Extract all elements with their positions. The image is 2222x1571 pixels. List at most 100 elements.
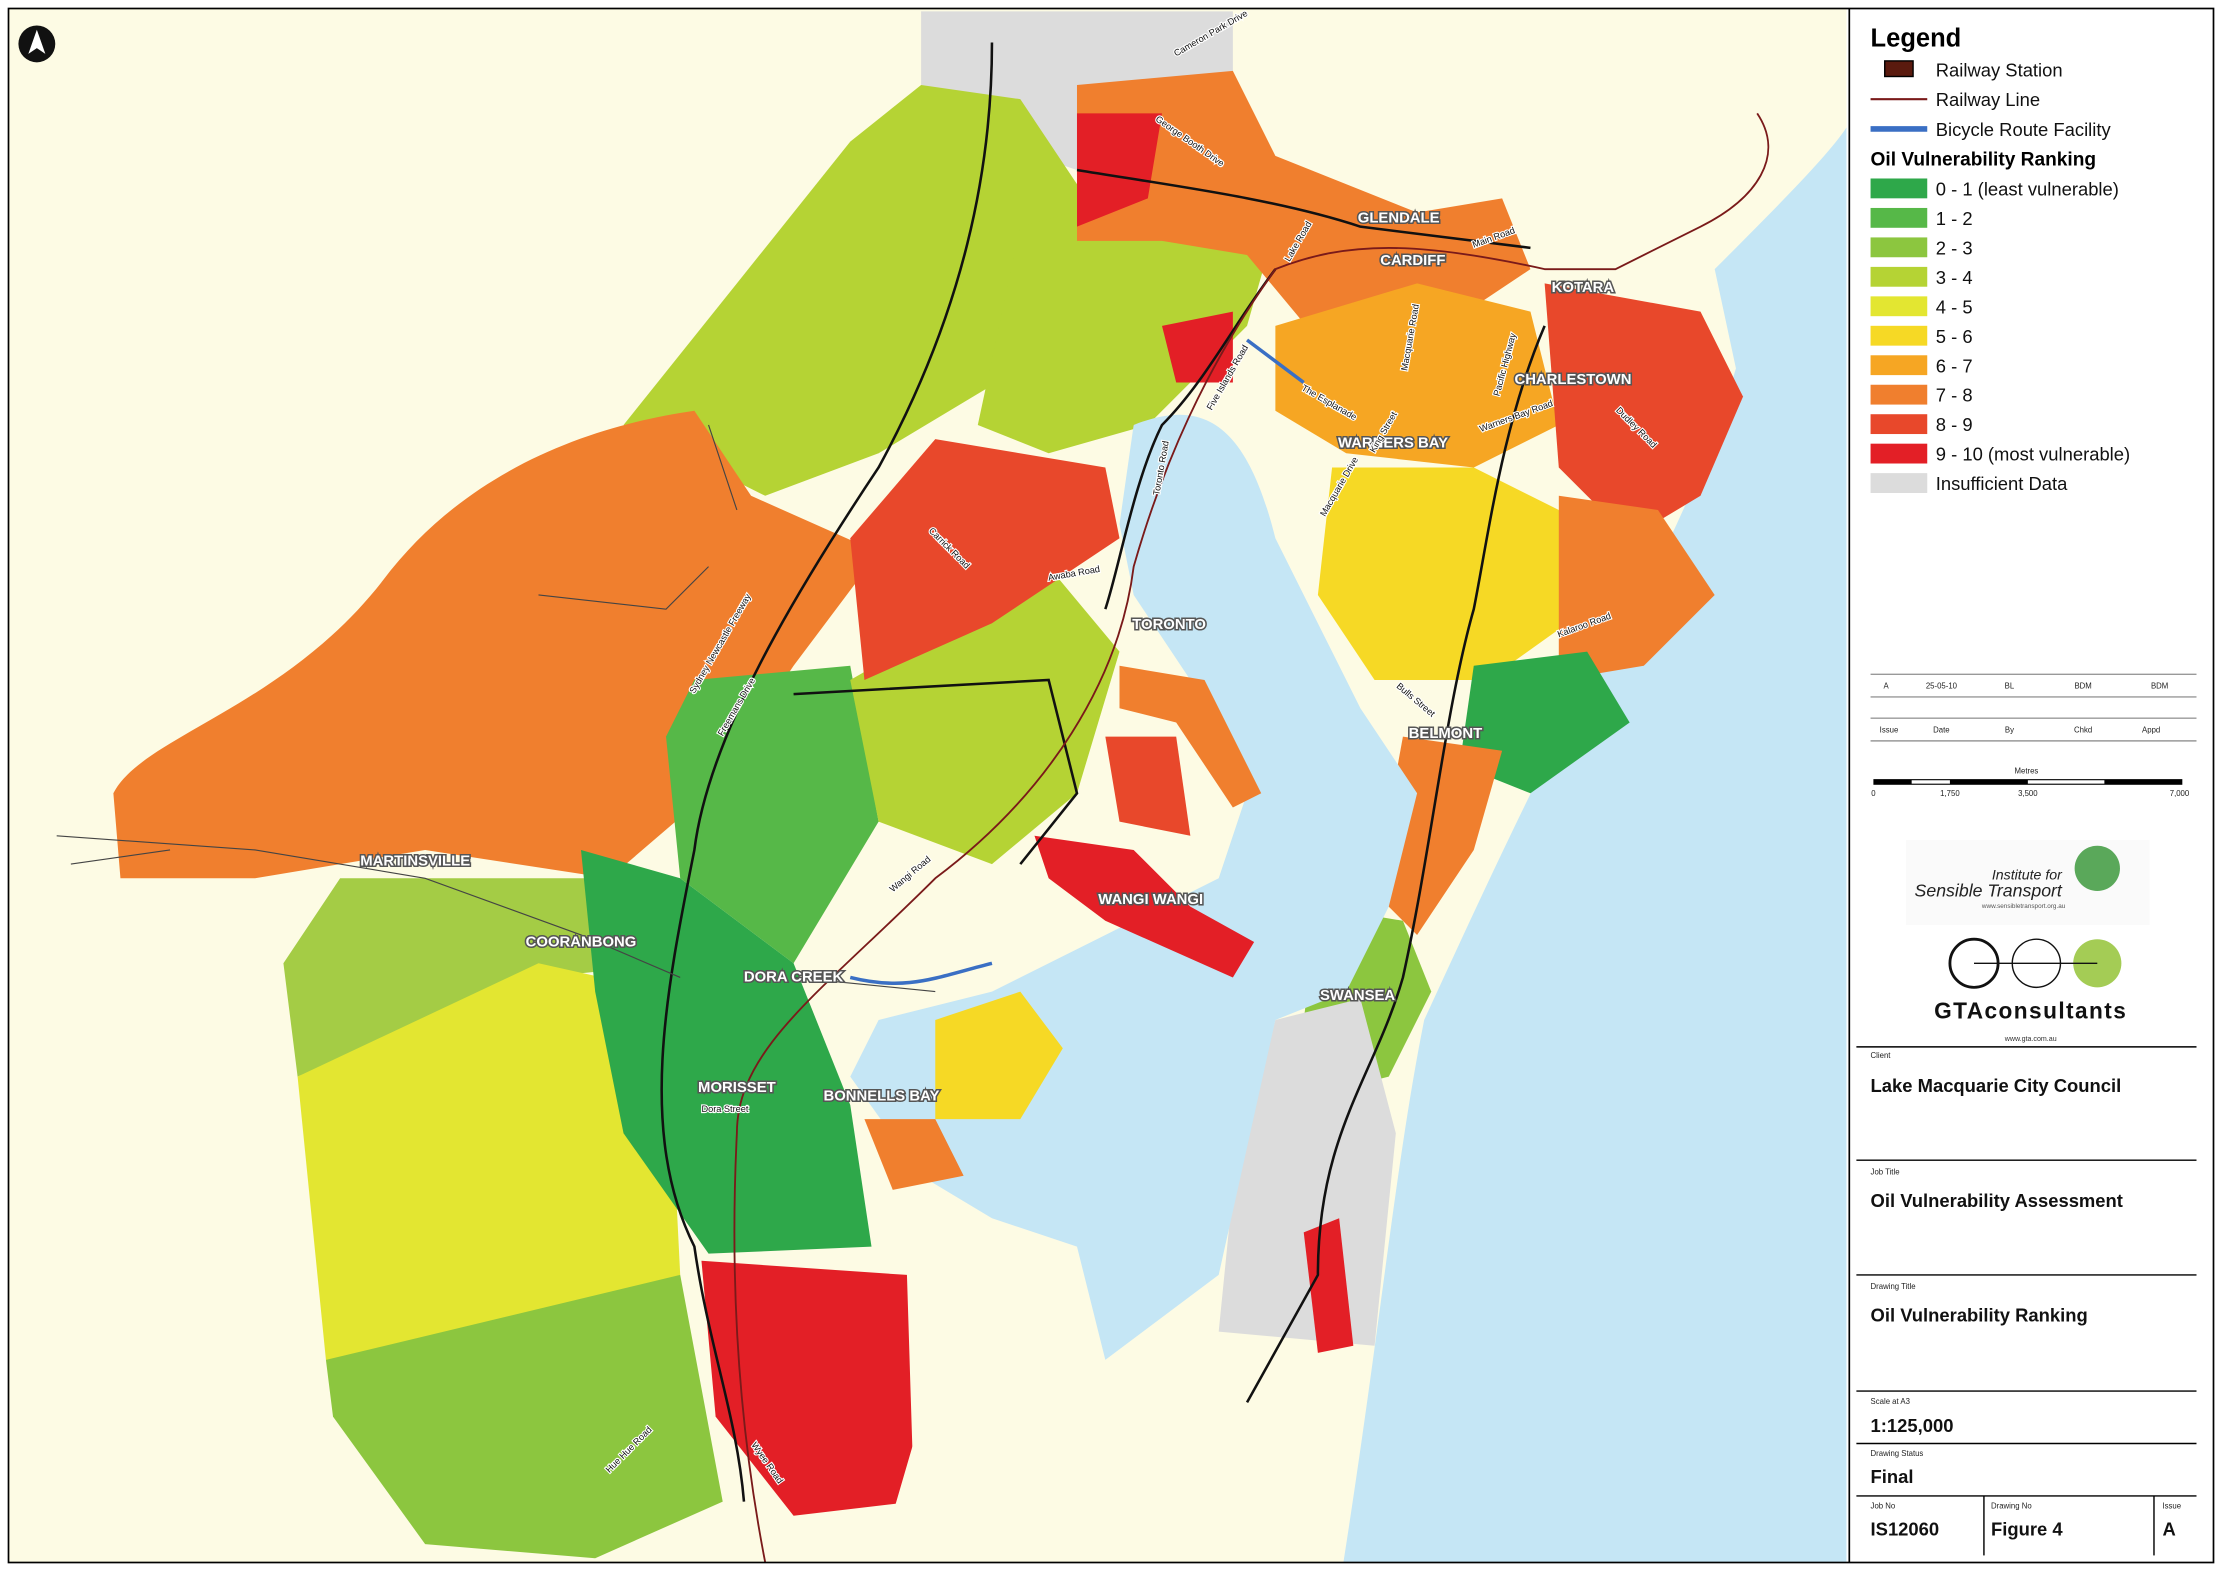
legend-item: 6 - 7 [1936, 355, 1973, 376]
area [701, 1260, 915, 1516]
scale-tick: 0 [1871, 789, 1876, 798]
place-label: MORISSET [698, 1080, 776, 1096]
area [325, 1274, 723, 1559]
logo-text: Sensible Transport [1915, 881, 2063, 901]
field-value: Figure 4 [1991, 1519, 2063, 1540]
legend-swatch [1870, 443, 1928, 464]
rev-cell: BDM [2151, 681, 2168, 690]
logo-url: www.gta.com.au [2004, 1035, 2057, 1043]
legend-swatch [1870, 296, 1928, 317]
map: GLENDALE CARDIFF KOTARA CHARLESTOWN WARN… [8, 7, 1847, 1563]
rev-cell: A [1884, 681, 1890, 690]
area [1558, 495, 1715, 680]
main-roads [793, 168, 1546, 1404]
area [850, 566, 1120, 865]
road-label: Dora Street [701, 1104, 748, 1114]
land [878, 1232, 1219, 1563]
place-label: WANGI WANGI [1098, 892, 1203, 908]
rev-header: Date [1933, 725, 1949, 734]
legend-item: 3 - 4 [1936, 267, 1973, 288]
field-label: Job No [1871, 1502, 1896, 1511]
legend-item: 1 - 2 [1936, 208, 1973, 229]
title-block: A 25-05-10 BL BDM BDM Issue Date By Chkd… [1856, 673, 2197, 1556]
scale-unit: Metres [2015, 766, 2039, 775]
place-label: DORA CREEK [744, 970, 844, 986]
area [1459, 651, 1630, 794]
freeway [660, 42, 994, 1502]
north-arrow-head [28, 29, 46, 54]
area [666, 665, 879, 964]
area [581, 849, 872, 1254]
area [935, 991, 1063, 1120]
legend-swatch [1870, 178, 1928, 199]
scale-bar-segment [1911, 780, 1950, 784]
legend-swatch [1870, 325, 1928, 346]
legend-item: 5 - 6 [1936, 326, 1973, 347]
legend-title: Legend [1871, 25, 1962, 53]
legend-item: Bicycle Route Facility [1936, 119, 2112, 140]
place-label: KOTARA [1552, 280, 1615, 296]
logo-url: www.sensibletransport.org.au [1981, 903, 2066, 910]
scale-tick: 3,500 [2018, 789, 2038, 798]
legend-item: Railway Line [1936, 89, 2040, 110]
place-label: WARNERS BAY [1338, 436, 1448, 452]
area [1076, 70, 1531, 340]
bicycle-route [849, 338, 1305, 986]
legend-item: 7 - 8 [1936, 385, 1973, 406]
legend-item: Railway Station [1936, 59, 2063, 80]
legend-swatch [1870, 266, 1928, 287]
area [283, 878, 681, 1077]
rev-header: Appd [2142, 725, 2160, 734]
area [1034, 835, 1255, 978]
area [1275, 283, 1559, 468]
legend-item: Insufficient Data [1936, 473, 2068, 494]
area [1303, 1218, 1354, 1353]
field-value: Oil Vulnerability Ranking [1871, 1305, 2088, 1326]
gta-logo-text: GTAconsultants [1934, 998, 2127, 1024]
ocean [1343, 127, 1847, 1563]
place-label: SWANSEA [1320, 988, 1395, 1004]
field-value: Lake Macquarie City Council [1871, 1075, 2122, 1096]
area [864, 1119, 964, 1190]
legend-swatch [1870, 384, 1928, 405]
place-label: GLENDALE [1358, 210, 1440, 226]
area [623, 84, 1106, 496]
field-value: Final [1871, 1466, 1914, 1487]
rev-cell: 25-05-10 [1926, 681, 1958, 690]
scale-bar-segment [2027, 780, 2105, 784]
minor-roads [56, 424, 936, 993]
field-value: A [2162, 1519, 2175, 1540]
logo-text: Institute for [1992, 868, 2063, 884]
area [1105, 736, 1191, 836]
ist-logo-mark [2074, 845, 2120, 892]
legend-item: 8 - 9 [1936, 414, 1973, 435]
area [850, 439, 1120, 680]
field-label: Drawing No [1991, 1502, 2032, 1511]
area [1544, 283, 1744, 539]
insufficient-area [1218, 998, 1396, 1346]
legend: Legend Railway Station Railway Line Bicy… [1870, 25, 2130, 494]
area [1317, 467, 1588, 680]
rev-cell: BL [2005, 681, 2015, 690]
field-value: 1:125,000 [1871, 1415, 1954, 1436]
scale-tick: 7,000 [2170, 789, 2190, 798]
place-label: TORONTO [1132, 617, 1206, 633]
lake [850, 414, 1418, 1360]
field-label: Issue [2162, 1502, 2181, 1511]
area [1119, 665, 1262, 808]
legend-swatch [1870, 473, 1928, 493]
station-symbol [1884, 60, 1914, 78]
area [977, 184, 1276, 454]
area [1076, 113, 1163, 227]
place-label: COORANBONG [526, 934, 637, 950]
field-label: Drawing Status [1871, 1449, 1924, 1458]
place-label: CARDIFF [1380, 253, 1445, 269]
legend-swatch [1870, 355, 1928, 376]
railway-line [733, 112, 1770, 1563]
place-label: MARTINSVILLE [360, 854, 470, 870]
legend-item: 0 - 1 (least vulnerable) [1936, 178, 2119, 199]
field-value: IS12060 [1871, 1519, 1940, 1540]
place-label: CHARLESTOWN [1514, 372, 1631, 388]
frame [7, 7, 2215, 1564]
